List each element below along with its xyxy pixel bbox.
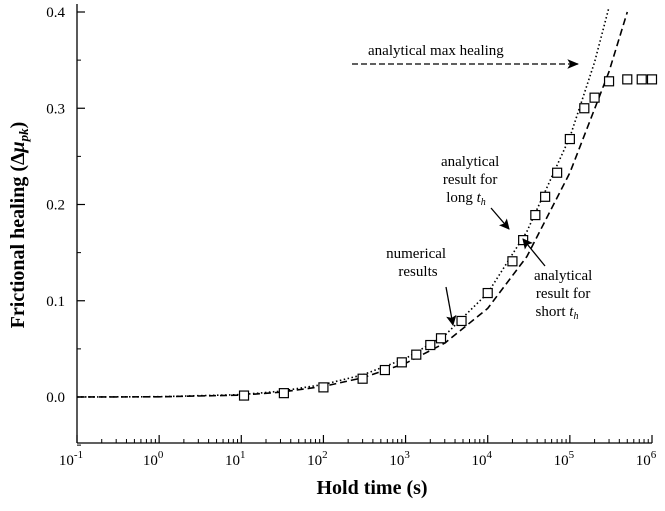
curve-long-th (76, 6, 610, 398)
y-axis-title-delta: Δ (7, 152, 29, 165)
y-tick-label: 0.1 (46, 294, 65, 310)
data-point (482, 287, 493, 299)
y-tick-label: 0.4 (46, 5, 65, 21)
annotation-short-th: analytical result for short th (534, 268, 596, 322)
x-tick-label: 101 (225, 449, 246, 469)
data-point (622, 74, 633, 85)
data-point (411, 349, 422, 360)
y-axis-title: Frictional healing (Δμpk) (7, 122, 31, 329)
x-tick-base: 10 (225, 453, 240, 469)
x-tick-exponent: 5 (569, 449, 575, 461)
x-tick-exponent: 3 (404, 449, 410, 461)
data-point (357, 373, 368, 384)
x-tick-label: 102 (307, 449, 328, 469)
data-point (552, 167, 563, 178)
y-tick-label: 0.3 (46, 101, 65, 117)
x-tick-exponent: 2 (322, 449, 328, 461)
arrow-long-th (490, 207, 510, 230)
x-tick-base: 10 (307, 453, 322, 469)
data-point (636, 74, 647, 85)
data-point (507, 256, 518, 267)
data-point (579, 103, 590, 114)
data-point (540, 191, 551, 202)
data-point (379, 364, 390, 376)
y-tick-label: 0.2 (46, 198, 65, 214)
x-tick-base: 10 (554, 453, 569, 469)
data-point (435, 333, 447, 344)
arrow-short-th (522, 238, 546, 267)
x-tick-label: 104 (471, 449, 492, 469)
y-axis: 0.0 0.1 0.2 0.3 0.4 (46, 5, 85, 446)
x-tick-label: 103 (389, 449, 410, 469)
x-tick-exponent: -1 (74, 449, 83, 461)
x-tick-exponent: 1 (240, 449, 246, 461)
y-axis-title-main: Frictional healing ( (7, 165, 29, 329)
numerical-points (238, 74, 658, 401)
x-tick-base: 10 (59, 453, 74, 469)
curve-short-th (76, 11, 629, 398)
analytical-curves (76, 6, 629, 398)
data-point (530, 209, 541, 221)
data-point (396, 357, 407, 368)
data-point (425, 339, 436, 351)
arrow-numerical-results (445, 286, 457, 327)
data-point (278, 388, 289, 399)
plot-frame (76, 4, 652, 444)
data-point (564, 133, 575, 145)
y-axis-title-mu: μ (7, 141, 29, 153)
x-tick-base: 10 (471, 453, 486, 469)
x-tick-base: 10 (636, 453, 651, 469)
y-axis-title-close: ) (7, 122, 29, 129)
annotation-max-healing: analytical max healing (368, 43, 504, 59)
x-axis-title: Hold time (s) (316, 477, 427, 499)
x-tick-base: 10 (143, 453, 158, 469)
x-tick-exponent: 4 (486, 449, 492, 461)
x-tick-base: 10 (389, 453, 404, 469)
y-tick-label: 0.0 (46, 390, 65, 406)
annotation-numerical-results: numerical results (386, 246, 450, 280)
data-point (318, 382, 329, 393)
x-tick-exponent: 6 (651, 449, 657, 461)
data-point (603, 76, 615, 87)
x-tick-label: 106 (636, 449, 657, 469)
data-point (238, 390, 250, 401)
x-tick-label: 10-1 (59, 449, 83, 469)
x-axis: 10-1 100 101 102 103 104 105 106 (59, 435, 657, 469)
y-axis-title-sub: pk (16, 128, 31, 143)
x-tick-label: 105 (554, 449, 575, 469)
data-point (589, 92, 600, 103)
x-tick-label: 100 (143, 449, 164, 469)
x-tick-exponent: 0 (158, 449, 164, 461)
data-point (456, 315, 467, 327)
annotation-long-th: analytical result for long th (441, 154, 503, 208)
data-point (646, 74, 658, 85)
